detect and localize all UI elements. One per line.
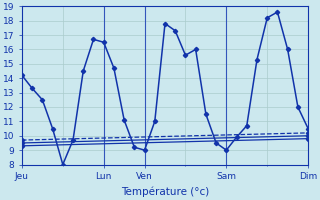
X-axis label: Température (°c): Température (°c): [121, 187, 209, 197]
